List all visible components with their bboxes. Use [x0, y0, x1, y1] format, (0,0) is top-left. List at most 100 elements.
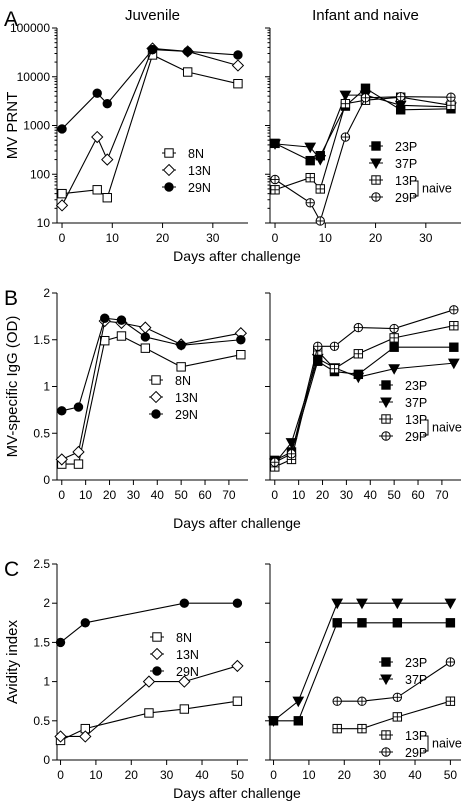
marker-shape: [176, 340, 186, 351]
y-tick-label: 100: [30, 167, 50, 181]
data-point: [92, 88, 102, 98]
series-37p: [268, 353, 460, 470]
data-point: [357, 696, 367, 706]
marker-shape: [142, 675, 156, 688]
data-point: [340, 132, 351, 142]
x-tick-label: 0: [58, 488, 65, 502]
x-tick-label: 20: [103, 488, 117, 502]
legend-label: 8N: [176, 631, 192, 645]
legend-label: 29N: [175, 408, 198, 422]
marker-shape: [91, 130, 104, 144]
legend-label: 13P: [405, 413, 427, 427]
legend-item-37p: 37P: [379, 673, 427, 687]
panel-C: C 0 10 20 30 40 50 0 0.5 1 1.5 2 2.5 Avidity index 8N 1…: [4, 557, 462, 801]
marker-shape: [447, 358, 460, 370]
marker-shape: [232, 598, 243, 608]
series-line: [274, 96, 452, 191]
legend-marker: [162, 163, 176, 177]
plot-a-juvenile: 0 10 20 30 10 100 1000 10000 100000 MV PRNT Juveni…: [4, 7, 248, 245]
data-point: [179, 704, 190, 714]
data-point: [445, 657, 456, 667]
legend: 23P 37P 13P 29P naive: [369, 140, 452, 205]
data-point: [57, 406, 67, 416]
legend-marker: [371, 192, 381, 202]
x-tick-label: 60: [198, 488, 212, 502]
data-point: [92, 185, 102, 195]
legend-label: 13P: [395, 174, 417, 188]
legend-item-23p: 23P: [369, 140, 417, 154]
marker-shape: [54, 730, 67, 743]
data-point: [144, 708, 154, 718]
data-point: [232, 696, 243, 706]
data-point: [267, 716, 280, 727]
legend-label: 13P: [405, 729, 427, 743]
marker-shape: [164, 182, 174, 192]
legend-item-37p: 37P: [369, 157, 417, 171]
data-point: [315, 184, 325, 194]
marker-shape: [55, 453, 68, 466]
data-point: [142, 675, 156, 688]
plot-c-juvenile: 0 10 20 30 40 50 0 0.5 1 1.5 2 2.5 Avidity index 8N 13…: [4, 557, 248, 782]
marker-shape: [152, 666, 162, 676]
marker-shape: [152, 632, 162, 642]
marker-shape: [144, 708, 154, 718]
data-point: [55, 453, 68, 466]
legend-marker: [381, 657, 391, 667]
data-point: [353, 349, 364, 359]
x-tick-label: 70: [222, 488, 236, 502]
legend-item-23p: 23P: [379, 656, 427, 670]
y-axis-label: MV-specific IgG (OD): [4, 316, 21, 458]
x-axis-label: Days after challenge: [173, 515, 301, 531]
x-tick-label: 10: [89, 768, 103, 782]
data-point: [352, 372, 365, 384]
data-point: [55, 199, 69, 212]
data-point: [236, 350, 246, 360]
legend-item-13n: 13N: [162, 163, 211, 178]
data-point: [389, 323, 399, 334]
data-point: [57, 124, 67, 134]
marker-shape: [389, 342, 399, 352]
series-29n: [57, 44, 243, 134]
legend-marker: [164, 148, 174, 158]
data-point: [313, 341, 323, 351]
data-point: [305, 198, 315, 208]
marker-shape: [182, 46, 193, 57]
marker-shape: [140, 343, 151, 353]
marker-shape: [140, 332, 151, 342]
legend-label: 23P: [405, 656, 427, 670]
naive-label: naive: [432, 737, 462, 751]
data-point: [292, 696, 305, 708]
series-29n: [57, 313, 246, 416]
x-tick-label: 0: [59, 231, 66, 245]
legend-label: 29P: [395, 191, 417, 205]
legend-item-8n: 8N: [162, 147, 204, 161]
marker-shape: [100, 313, 110, 323]
legend-label: 13N: [176, 648, 199, 662]
marker-shape: [79, 730, 92, 743]
marker-shape: [57, 188, 67, 199]
legend-label: 37P: [405, 673, 427, 687]
plot-c-infant-naive: 0 10 20 30 40 50 23P 37P 13P 29P naive: [265, 563, 462, 782]
legend-item-13p: 13P: [379, 729, 427, 743]
x-tick-label: 50: [174, 488, 188, 502]
marker-shape: [116, 315, 127, 325]
legend: 23P 37P 13P 29P naive: [379, 379, 462, 444]
marker-shape: [381, 380, 391, 390]
x-tick-label: 0: [271, 488, 278, 502]
plot-a-infant-naive: 0 10 20 30 Infant and naive 23P 37P 13P 29P naive: [265, 7, 461, 245]
legend-label: 29N: [188, 181, 211, 195]
legend-label: 8N: [175, 374, 191, 388]
data-point: [270, 185, 280, 195]
marker-shape: [92, 185, 102, 195]
legend-item-29p: 29P: [369, 191, 417, 205]
marker-shape: [72, 445, 85, 459]
legend-label: 8N: [188, 147, 204, 161]
data-point: [444, 598, 457, 610]
y-tick-label: 1.5: [33, 333, 50, 347]
legend-marker: [380, 674, 392, 686]
legend-item-29n: 29N: [162, 181, 211, 195]
legend-marker: [152, 632, 162, 642]
data-point: [176, 340, 186, 351]
x-tick-label: 50: [444, 768, 458, 782]
